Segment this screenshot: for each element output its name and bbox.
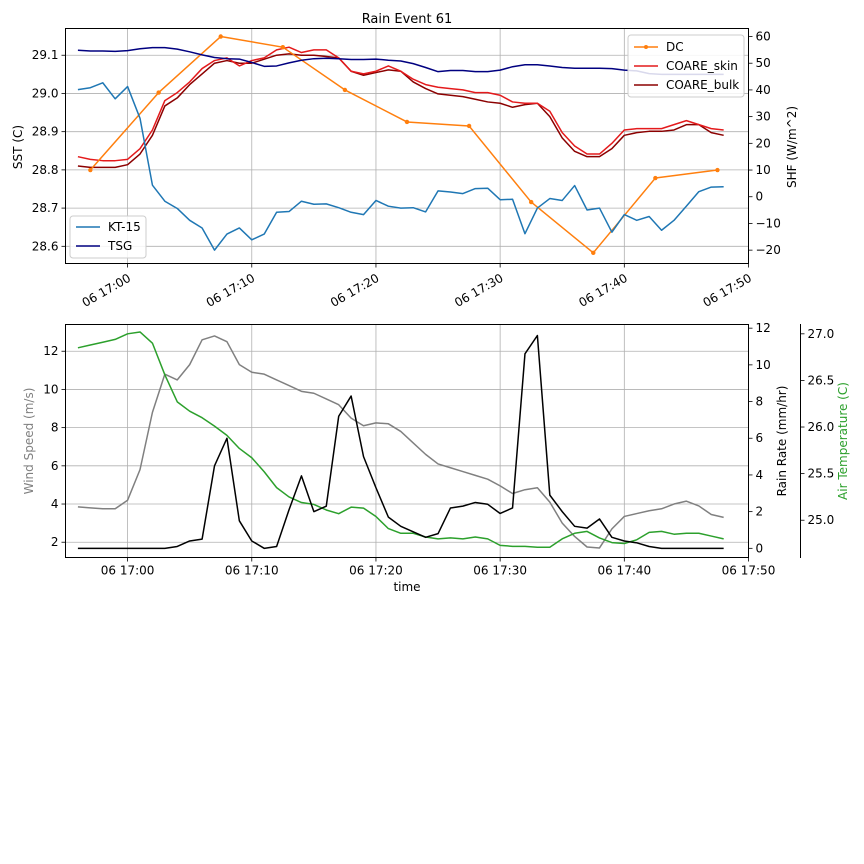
air-temperature-tick-label: 27.0 <box>808 327 835 341</box>
top-right-tick-label: 60 <box>756 30 771 44</box>
top-right-tick-label: 40 <box>756 83 771 97</box>
wind-speed-tick-label: 12 <box>43 344 58 358</box>
wind-speed-tick-label: 4 <box>51 497 59 511</box>
series-point-dc <box>528 199 534 205</box>
bottom-x-tick-label: 06 17:20 <box>349 564 403 578</box>
legend-lower-left: KT-15 TSG <box>69 215 147 259</box>
top-right-tick-label: 0 <box>756 190 764 204</box>
bottom-axis-ticks: 06 17:00 06 17:10 06 17:20 06 17:30 06 17:40… <box>43 321 834 577</box>
series-point-dc <box>715 167 720 173</box>
legend-label-kt15: KT-15 <box>108 220 141 234</box>
top-right-tick-label: 20 <box>756 136 771 150</box>
wind-speed-tick-label: 10 <box>43 382 58 396</box>
air-temperature-tick-label: 25.0 <box>808 513 835 527</box>
legend-box <box>627 34 745 98</box>
top-right-tick-label: −10 <box>756 216 781 230</box>
wind-speed-axis-label: Wind Speed (m/s) <box>22 388 36 495</box>
top-right-axis-label: SHF (W/m^2) <box>785 106 799 188</box>
top-right-tick-label: 30 <box>756 110 771 124</box>
top-left-tick-label: 28.8 <box>32 163 59 177</box>
wind-speed-tick-label: 8 <box>51 421 59 435</box>
bottom-panel: 06 17:00 06 17:10 06 17:20 06 17:30 06 17:40… <box>22 321 850 594</box>
bottom-x-tick-label: 06 17:50 <box>722 564 776 578</box>
legend-marker-dc <box>644 45 648 49</box>
series-point-dc <box>653 175 658 181</box>
chart-title: Rain Event 61 <box>362 12 453 27</box>
series-line-wind-speed <box>77 335 724 549</box>
air-temperature-tick-label: 26.5 <box>808 373 835 387</box>
air-temperature-tick-label: 26.0 <box>808 420 835 434</box>
series-point-dc <box>218 34 223 39</box>
series-line-air-temperature <box>77 331 724 548</box>
top-series <box>77 34 724 256</box>
rain-rate-tick-label: 10 <box>756 358 771 372</box>
rain-rate-tick-label: 8 <box>756 395 764 409</box>
top-left-tick-label: 29.1 <box>32 48 59 62</box>
wind-speed-tick-label: 2 <box>51 535 59 549</box>
series-line-tsg <box>77 46 724 76</box>
rain-rate-tick-label: 4 <box>756 468 764 482</box>
series-point-dc <box>342 87 348 93</box>
bottom-plot-frame <box>65 324 749 558</box>
legend-label-coare-skin: COARE_skin <box>666 59 738 73</box>
bottom-x-tick-label: 06 17:00 <box>101 564 155 578</box>
air-temperature-tick-label: 25.5 <box>808 467 835 481</box>
legend-upper-right: DC COARE_skin COARE_bulk <box>627 34 745 98</box>
rain-rate-tick-label: 0 <box>756 541 764 555</box>
top-right-tick-label: 10 <box>756 163 771 177</box>
top-right-tick-label: 50 <box>756 56 771 70</box>
series-point-dc <box>466 123 472 129</box>
rain-rate-tick-label: 6 <box>756 431 764 445</box>
air-temperature-axis-label: Air Temperature (C) <box>836 382 850 500</box>
series-point-dc <box>404 119 410 125</box>
top-right-tick-label: −20 <box>756 243 781 257</box>
bottom-grid <box>65 324 749 558</box>
legend-label-tsg: TSG <box>107 239 132 253</box>
rain-rate-tick-label: 2 <box>756 505 764 519</box>
top-left-tick-label: 28.7 <box>32 201 59 215</box>
top-left-axis-label: SST (C) <box>11 125 25 169</box>
bottom-x-tick-label: 06 17:30 <box>473 564 527 578</box>
series-point-dc <box>88 167 93 173</box>
bottom-x-tick-label: 06 17:10 <box>225 564 279 578</box>
series-line-rain-rate <box>77 334 724 550</box>
bottom-x-tick-label: 06 17:40 <box>597 564 651 578</box>
legend-label-dc: DC <box>666 40 684 54</box>
top-left-tick-label: 28.9 <box>32 125 59 139</box>
rain-rate-tick-label: 12 <box>756 321 771 335</box>
series-point-dc <box>280 44 286 50</box>
wind-speed-tick-label: 6 <box>51 459 59 473</box>
series-line-kt-15 <box>77 82 724 251</box>
rain-rate-axis-label: Rain Rate (mm/hr) <box>775 386 789 497</box>
bottom-series <box>77 331 724 550</box>
legend-label-coare-bulk: COARE_bulk <box>666 78 739 92</box>
top-left-tick-label: 28.6 <box>32 239 59 253</box>
series-line-coare-skin <box>77 46 724 162</box>
time-axis-label: time <box>393 580 420 594</box>
top-left-tick-label: 29.0 <box>32 86 59 100</box>
series-point-dc <box>591 250 596 256</box>
top-plot-frame <box>65 28 749 264</box>
series-point-dc <box>156 90 161 95</box>
